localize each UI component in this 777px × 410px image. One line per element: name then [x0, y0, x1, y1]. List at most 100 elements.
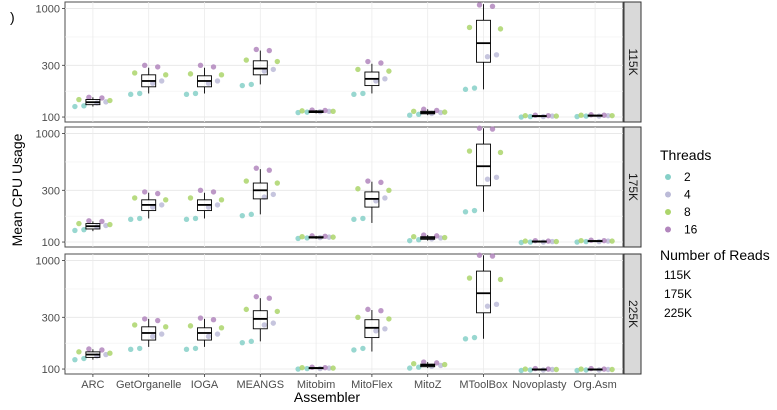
data-point-MEANGS-t4 [270, 191, 276, 198]
data-point-MToolBox-t8 [466, 275, 473, 281]
data-point-MEANGS-t8 [274, 58, 280, 65]
threads-legend-label-16: 16 [684, 223, 698, 237]
data-point-IOGA-t2 [183, 216, 190, 223]
facet-panels: 100 300 1000 115K 100 300 1000 175K 100 300 1000 22… [36, 1, 642, 376]
data-point-MitoZ-t2 [416, 111, 422, 117]
data-point-MitoFlex-t8 [355, 66, 361, 73]
data-point-MitoZ-t8 [411, 233, 417, 240]
data-point-MitoFlex-t8 [386, 68, 392, 74]
data-point-MitoFlex-t16 [365, 58, 371, 65]
threads-legend-label-2: 2 [684, 170, 691, 184]
data-point-ARC-t8 [107, 350, 113, 356]
data-point-MitoFlex-t8 [386, 316, 392, 322]
data-point-MToolBox-t8 [466, 148, 473, 154]
data-point-Mitobim-t8 [299, 364, 305, 371]
data-point-IOGA-t8 [218, 72, 225, 78]
data-point-Novoplasty-t8 [553, 113, 559, 119]
data-point-MToolBox-t4 [493, 301, 500, 308]
data-point-MToolBox-t4 [493, 52, 500, 58]
data-point-MitoZ-t8 [411, 360, 417, 367]
data-point-MitoFlex-t2 [360, 345, 366, 352]
data-point-MToolBox-t2 [471, 85, 478, 91]
x-tick-label-GetOrganelle: GetOrganelle [116, 379, 181, 391]
data-point-MToolBox-t2 [471, 334, 478, 341]
data-point-Org.Asm-t2 [583, 367, 589, 373]
data-point-Novoplasty-t8 [522, 112, 528, 119]
reads-legend-label-175K: 175K [664, 287, 692, 301]
data-point-ARC-t8 [76, 96, 82, 103]
data-point-MToolBox-t2 [462, 336, 469, 342]
data-point-Org.Asm-t4 [605, 238, 611, 244]
y-tick-label: 300 [42, 185, 60, 197]
data-point-ARC-t2 [81, 103, 87, 109]
x-tick-label-Org.Asm: Org.Asm [573, 379, 616, 391]
data-point-IOGA-t4 [214, 331, 221, 337]
data-point-GetOrganelle-t8 [163, 72, 169, 78]
data-point-MitoZ-t2 [416, 364, 422, 370]
data-point-ARC-t16 [86, 94, 92, 101]
data-point-IOGA-t16 [197, 62, 204, 68]
data-point-ARC-t2 [81, 226, 87, 233]
data-point-MitoZ-t2 [407, 237, 413, 244]
data-point-Novoplasty-t16 [545, 366, 551, 372]
data-point-Novoplasty-t2 [527, 367, 533, 373]
data-point-GetOrganelle-t4 [159, 331, 165, 337]
data-point-MEANGS-t16 [253, 165, 259, 171]
data-point-MitoFlex-t16 [378, 60, 384, 66]
data-point-Novoplasty-t4 [549, 113, 555, 119]
data-point-Mitobim-t4 [326, 365, 332, 371]
data-point-MToolBox-t16 [489, 253, 496, 259]
data-point-GetOrganelle-t8 [163, 324, 169, 330]
data-point-GetOrganelle-t8 [132, 70, 138, 76]
data-point-MitoZ-t4 [438, 109, 444, 116]
data-point-GetOrganelle-t16 [142, 189, 148, 195]
threads-legend-label-4: 4 [684, 188, 691, 202]
data-point-MitoFlex-t16 [365, 178, 371, 184]
reads-legend-label-225K: 225K [664, 306, 692, 320]
strip-label-115K: 115K [626, 48, 640, 75]
x-tick-label-MEANGS: MEANGS [236, 379, 284, 391]
data-point-MToolBox-t4 [484, 303, 491, 309]
threads-legend-title: Threads [660, 147, 711, 163]
data-point-Mitobim-t8 [330, 108, 336, 114]
data-point-MEANGS-t16 [266, 295, 272, 301]
x-tick-label-Novoplasty: Novoplasty [512, 379, 567, 391]
data-point-MToolBox-t16 [476, 125, 483, 131]
data-point-MitoZ-t16 [421, 106, 427, 112]
data-point-GetOrganelle-t2 [137, 90, 143, 97]
threads-legend-label-8: 8 [684, 205, 691, 219]
data-point-MToolBox-t2 [462, 209, 469, 215]
data-point-Novoplasty-t8 [553, 366, 559, 373]
data-point-MitoFlex-t16 [378, 308, 384, 314]
data-point-IOGA-t16 [197, 187, 204, 193]
x-tick-label-ARC: ARC [81, 379, 104, 391]
y-tick-label: 100 [42, 237, 60, 249]
data-point-Mitobim-t16 [322, 364, 328, 371]
data-point-Novoplasty-t8 [553, 238, 559, 245]
data-point-ARC-t16 [99, 95, 105, 101]
x-tick-label-MitoFlex: MitoFlex [351, 379, 393, 391]
data-point-MitoZ-t16 [434, 360, 440, 366]
data-point-ARC-t8 [76, 349, 82, 355]
data-point-MToolBox-t16 [476, 252, 483, 258]
data-point-MitoFlex-t2 [351, 347, 357, 353]
data-point-ARC-t2 [72, 356, 78, 363]
data-point-ARC-t2 [81, 355, 87, 362]
data-point-IOGA-t2 [183, 346, 190, 353]
data-point-GetOrganelle-t8 [132, 195, 138, 201]
data-point-IOGA-t8 [187, 71, 194, 77]
strip-label-225K: 225K [626, 300, 640, 328]
x-axis-title: Assembler [294, 389, 360, 405]
data-point-GetOrganelle-t16 [142, 316, 148, 322]
facet-panel-175K: 100 300 1000 175K [36, 125, 642, 249]
data-point-MEANGS-t2 [248, 81, 254, 88]
data-point-Novoplasty-t2 [527, 239, 533, 245]
data-point-MitoZ-t16 [421, 359, 427, 365]
facet-panel-115K: 100 300 1000 115K [36, 1, 642, 124]
data-point-GetOrganelle-t2 [137, 215, 143, 222]
x-tick-label-IOGA: IOGA [191, 379, 219, 391]
data-point-MEANGS-t8 [243, 57, 249, 63]
y-tick-label: 100 [42, 112, 60, 124]
data-point-MToolBox-t8 [497, 276, 504, 283]
